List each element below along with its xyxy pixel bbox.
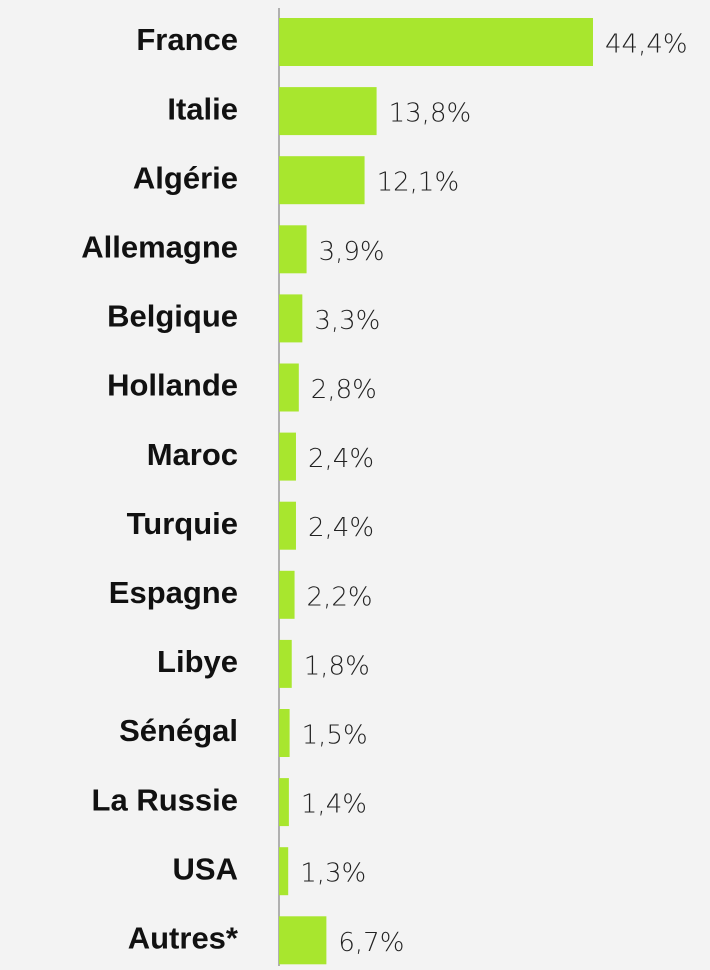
bar: [279, 639, 292, 688]
bar: [279, 156, 365, 205]
category-label: Italie: [167, 91, 238, 126]
category-label: Sénégal: [119, 713, 238, 748]
category-label: La Russie: [92, 782, 238, 817]
category-label: Hollande: [107, 368, 238, 403]
bar: [279, 778, 289, 827]
bar: [279, 87, 377, 136]
category-label: Allemagne: [81, 229, 238, 264]
category-label: Belgique: [107, 299, 238, 334]
bar: [279, 363, 299, 412]
bar: [279, 847, 289, 896]
category-label: Autres*: [128, 920, 239, 955]
value-label: 2,4%: [308, 444, 374, 474]
value-label: 1,3%: [300, 859, 366, 889]
bar: [279, 916, 327, 965]
value-label: 1,4%: [301, 790, 367, 820]
bar: [279, 432, 296, 481]
value-label: 2,4%: [308, 513, 374, 543]
bar: [279, 294, 303, 343]
bar: [279, 570, 295, 619]
bar: [279, 709, 290, 757]
bar: [279, 225, 307, 274]
value-label: 3,9%: [319, 237, 385, 267]
category-label: Turquie: [127, 506, 238, 541]
category-label: Maroc: [147, 437, 238, 472]
category-label: Espagne: [109, 575, 238, 610]
category-label: Algérie: [133, 160, 238, 195]
category-label: Libye: [157, 644, 238, 679]
value-label: 6,7%: [338, 928, 404, 958]
value-label: 13,8%: [389, 99, 472, 129]
value-label: 2,2%: [307, 582, 373, 612]
bar: [279, 501, 296, 550]
category-label: France: [136, 22, 238, 57]
value-label: 44,4%: [605, 30, 688, 60]
value-label: 1,5%: [302, 721, 368, 751]
value-label: 2,8%: [311, 375, 377, 405]
bar: [279, 18, 593, 66]
category-label: USA: [173, 851, 238, 886]
value-label: 3,3%: [314, 306, 380, 336]
value-label: 12,1%: [377, 168, 460, 198]
value-label: 1,8%: [304, 651, 370, 681]
